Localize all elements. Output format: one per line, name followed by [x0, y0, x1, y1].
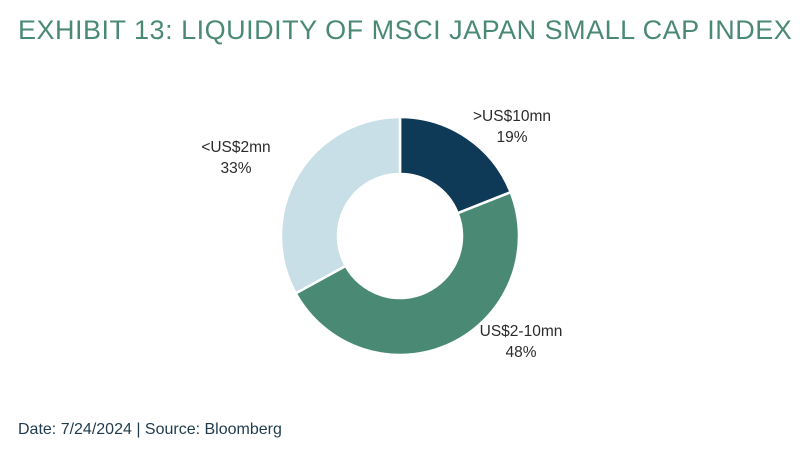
donut-slices — [279, 115, 521, 357]
slice-value-label: 48% — [505, 344, 536, 361]
chart-title: EXHIBIT 13: LIQUIDITY OF MSCI JAPAN SMAL… — [18, 15, 793, 45]
slice-category-label: US$2-10mn — [480, 323, 563, 340]
slice-category-label: >US$10mn — [473, 108, 551, 125]
slice-value-label: 19% — [496, 129, 527, 146]
donut-slice — [294, 190, 521, 357]
slice-value-label: 33% — [220, 160, 251, 177]
slice-category-label: <US$2mn — [201, 139, 270, 156]
donut-labels: >US$10mn 19% US$2-10mn 48% <US$2mn 33% — [201, 108, 562, 361]
source-footnote: Date: 7/24/2024 | Source: Bloomberg — [18, 421, 282, 438]
donut-slice — [279, 115, 402, 296]
